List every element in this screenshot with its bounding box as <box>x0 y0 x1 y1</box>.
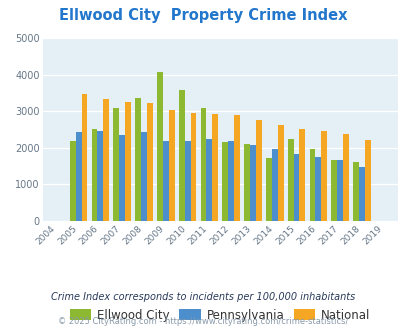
Legend: Ellwood City, Pennsylvania, National: Ellwood City, Pennsylvania, National <box>65 304 374 326</box>
Bar <box>309 148 315 221</box>
Bar <box>135 98 141 221</box>
Bar <box>200 108 206 221</box>
Bar <box>75 132 81 221</box>
Bar <box>157 72 162 221</box>
Bar <box>228 142 234 221</box>
Bar <box>212 114 217 221</box>
Bar <box>206 139 212 221</box>
Bar <box>255 120 261 221</box>
Bar <box>299 129 305 221</box>
Bar <box>113 109 119 221</box>
Bar <box>336 160 342 221</box>
Text: Crime Index corresponds to incidents per 100,000 inhabitants: Crime Index corresponds to incidents per… <box>51 292 354 302</box>
Bar <box>293 154 299 221</box>
Bar <box>271 149 277 221</box>
Bar <box>168 110 174 221</box>
Bar <box>184 141 190 221</box>
Bar <box>147 103 152 221</box>
Bar <box>287 139 293 221</box>
Bar <box>103 99 109 221</box>
Bar <box>125 102 131 221</box>
Bar <box>141 132 147 221</box>
Bar <box>265 158 271 221</box>
Bar <box>249 145 255 221</box>
Bar <box>320 131 326 221</box>
Bar <box>342 134 348 221</box>
Text: Ellwood City  Property Crime Index: Ellwood City Property Crime Index <box>59 8 346 23</box>
Bar <box>352 162 358 221</box>
Bar <box>162 141 168 221</box>
Bar <box>81 94 87 221</box>
Text: © 2025 CityRating.com - https://www.cityrating.com/crime-statistics/: © 2025 CityRating.com - https://www.city… <box>58 317 347 326</box>
Bar <box>234 115 239 221</box>
Bar <box>97 131 103 221</box>
Bar <box>178 90 184 221</box>
Bar <box>330 160 336 221</box>
Bar <box>222 142 228 221</box>
Bar <box>315 157 320 221</box>
Bar <box>277 125 283 221</box>
Bar <box>92 129 97 221</box>
Bar <box>70 142 75 221</box>
Bar <box>358 167 364 221</box>
Bar <box>119 135 125 221</box>
Bar <box>190 113 196 221</box>
Bar <box>364 140 370 221</box>
Bar <box>243 144 249 221</box>
